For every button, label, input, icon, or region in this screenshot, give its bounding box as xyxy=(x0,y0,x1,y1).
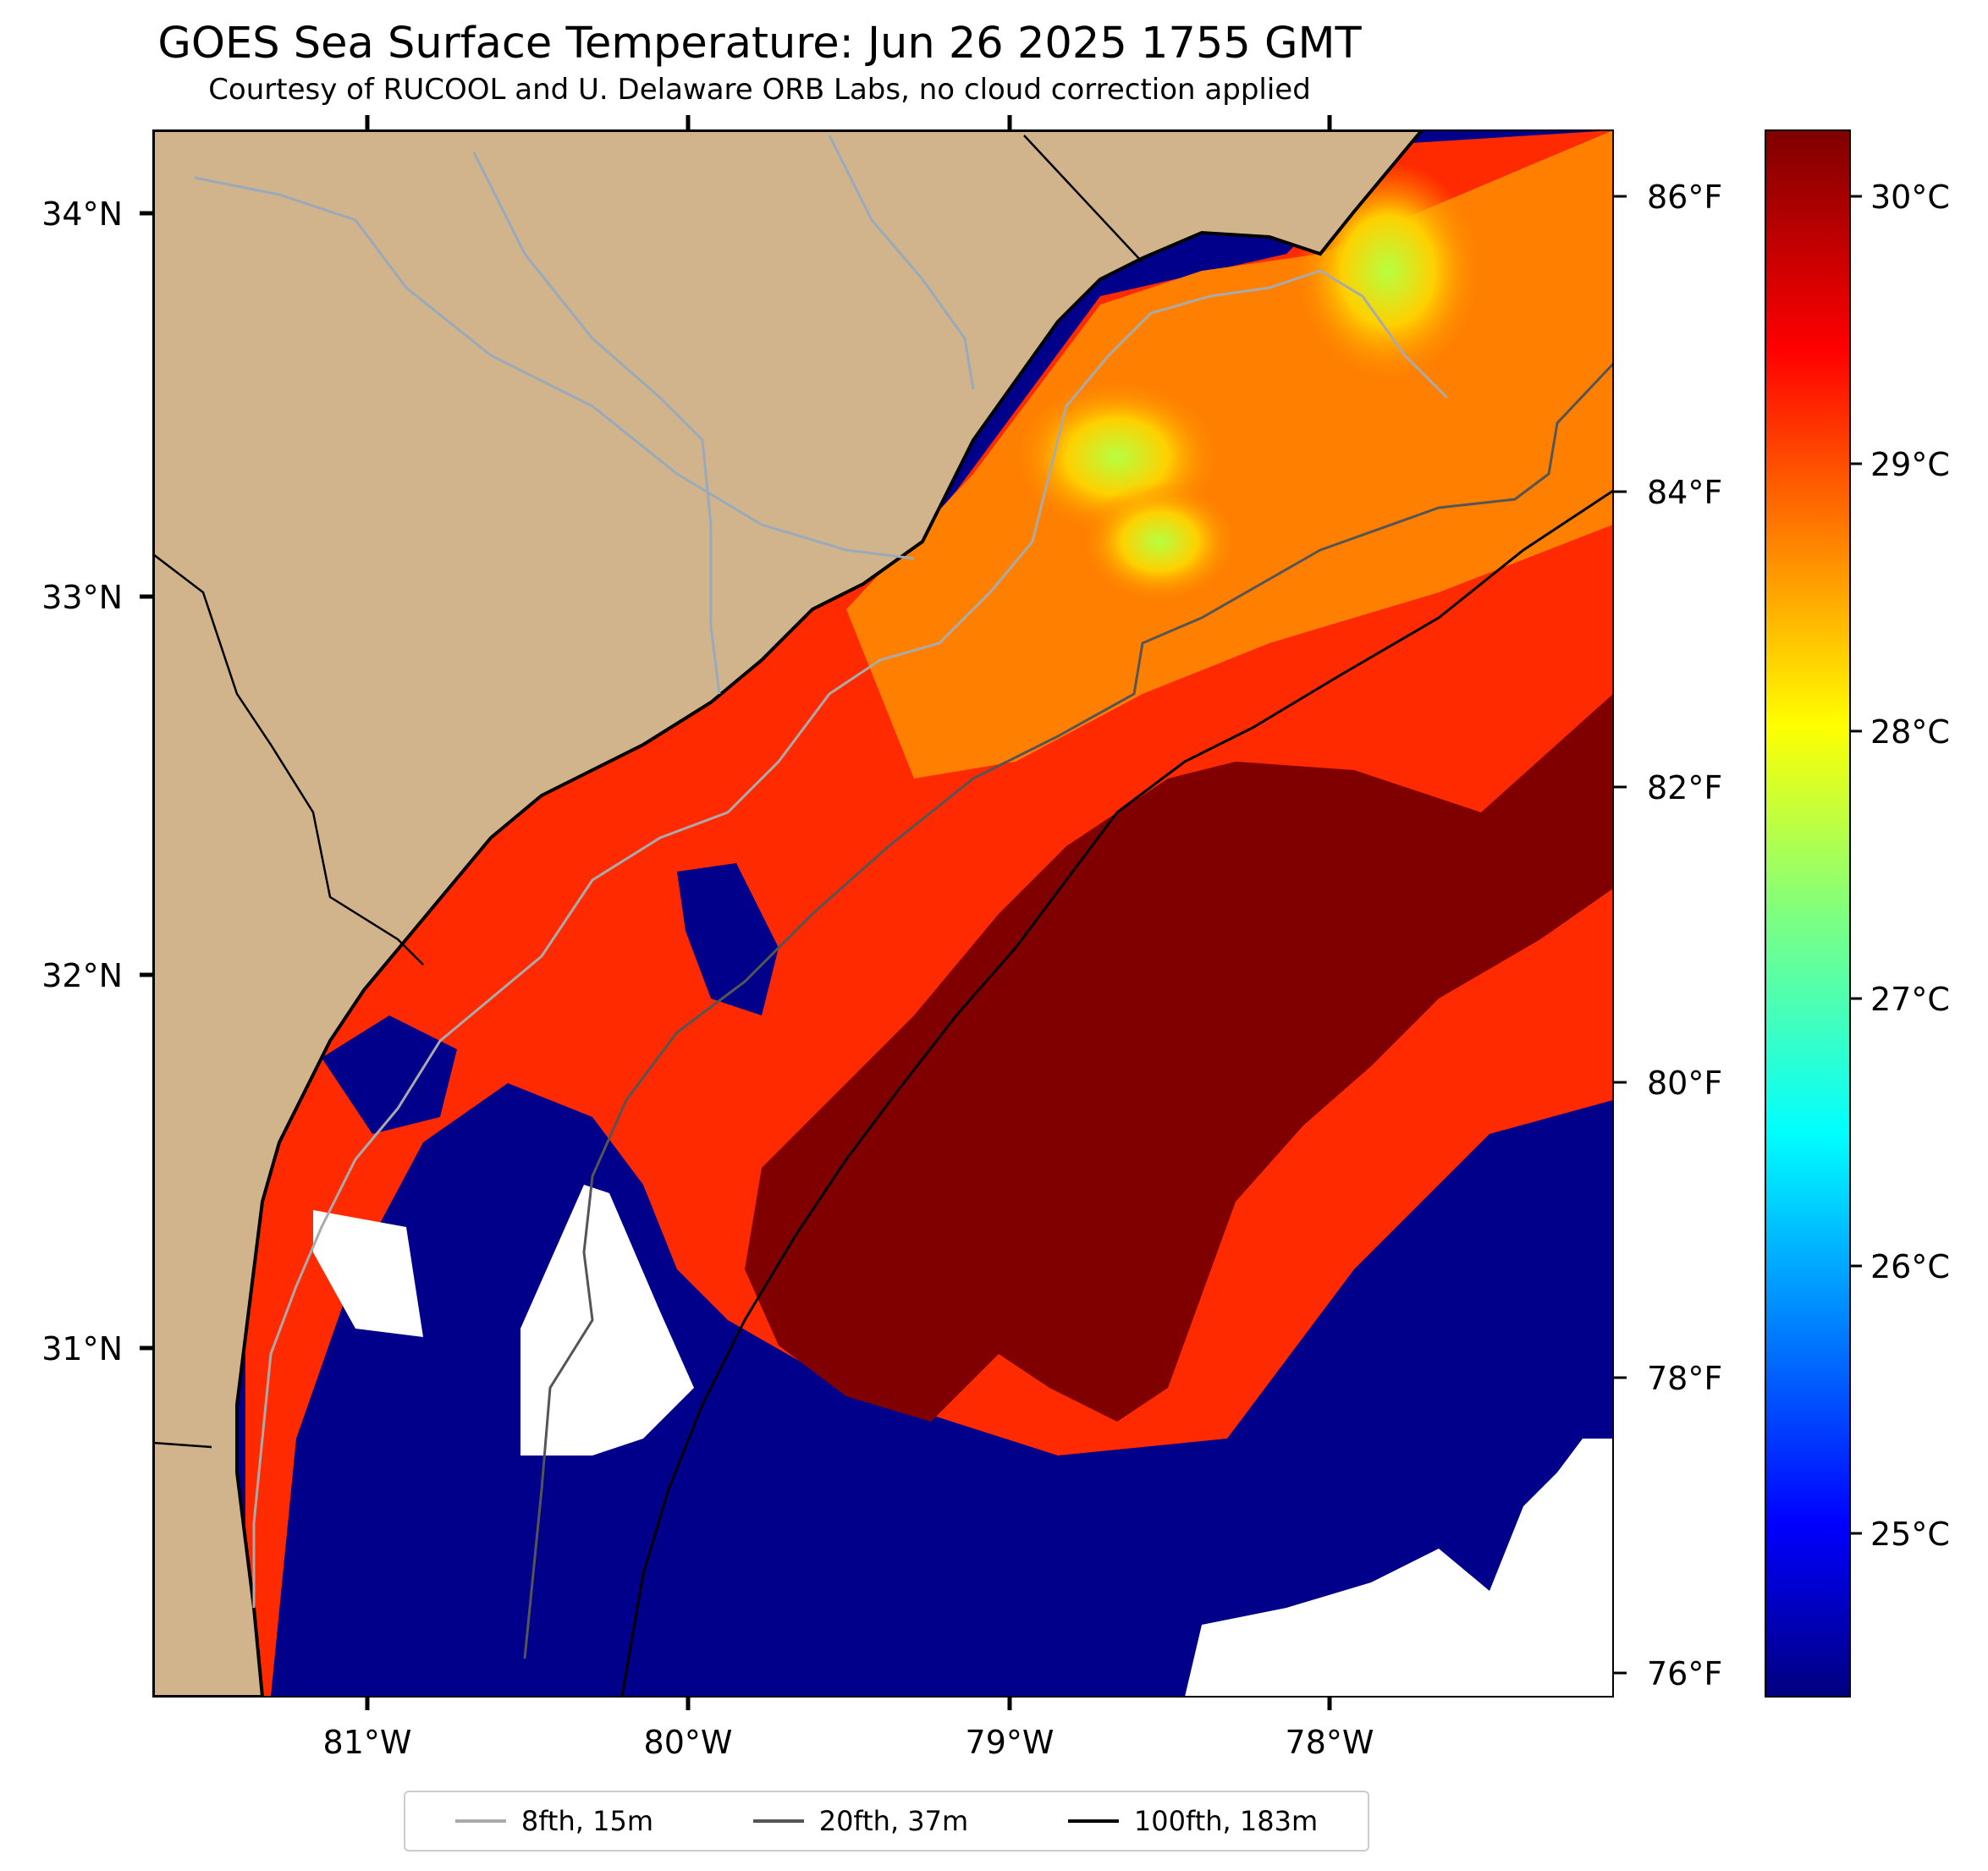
lon-tick-label: 81°W xyxy=(323,1724,412,1761)
isobath-legend: 8fth, 15m 20fth, 37m 100fth, 183m xyxy=(404,1791,1369,1852)
legend-line-icon xyxy=(753,1819,804,1823)
cool-patch xyxy=(1083,482,1236,601)
fahrenheit-axis xyxy=(1613,196,1627,1673)
sst-map xyxy=(153,130,1613,1697)
lon-tick-label: 80°W xyxy=(644,1724,733,1761)
colorbar-tick-label: 27°C xyxy=(1870,981,1950,1018)
legend-line-icon xyxy=(455,1819,506,1823)
fahrenheit-tick-label: 80°F xyxy=(1647,1065,1722,1102)
lat-tick-label: 31°N xyxy=(41,1330,123,1367)
fahrenheit-tick-label: 76°F xyxy=(1647,1655,1722,1692)
legend-line-icon xyxy=(1068,1819,1119,1823)
colorbar-ticks xyxy=(1850,196,1862,1533)
colorbar-tick-label: 30°C xyxy=(1870,179,1950,216)
lat-tick-label: 33°N xyxy=(41,579,123,616)
legend-item-8fth: 8fth, 15m xyxy=(455,1805,653,1837)
colorbar xyxy=(1765,130,1850,1697)
lon-tick-label: 78°W xyxy=(1286,1724,1374,1761)
fahrenheit-tick-label: 82°F xyxy=(1647,769,1722,806)
fahrenheit-tick-label: 86°F xyxy=(1647,179,1722,216)
fahrenheit-tick-label: 78°F xyxy=(1647,1360,1722,1397)
colorbar-tick-label: 25°C xyxy=(1870,1516,1950,1553)
colorbar-tick-label: 28°C xyxy=(1870,713,1950,751)
lat-axis xyxy=(140,213,153,1348)
lon-tick-label: 79°W xyxy=(966,1724,1055,1761)
lat-tick-label: 32°N xyxy=(41,957,123,994)
legend-item-100fth: 100fth, 183m xyxy=(1068,1805,1318,1837)
legend-item-20fth: 20fth, 37m xyxy=(753,1805,968,1837)
lat-tick-label: 34°N xyxy=(41,195,123,233)
colorbar-tick-label: 29°C xyxy=(1870,446,1950,483)
colorbar-tick-label: 26°C xyxy=(1870,1248,1950,1285)
fahrenheit-tick-label: 84°F xyxy=(1647,474,1722,511)
legend-label: 8fth, 15m xyxy=(521,1805,653,1837)
legend-label: 100fth, 183m xyxy=(1134,1805,1318,1837)
legend-label: 20fth, 37m xyxy=(819,1805,968,1837)
